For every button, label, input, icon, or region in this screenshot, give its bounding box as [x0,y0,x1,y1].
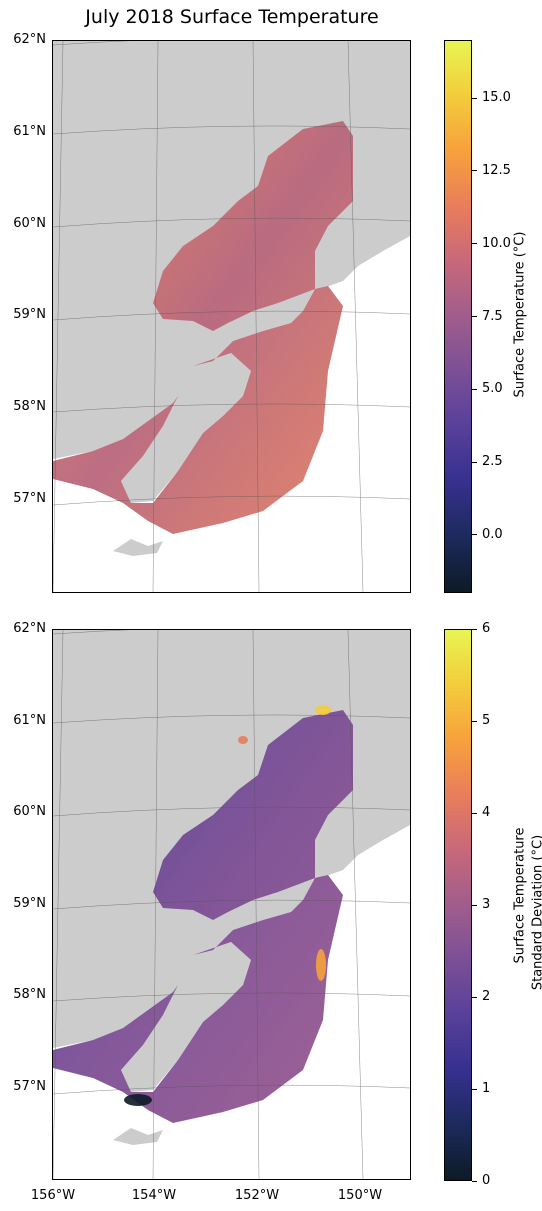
colorbar-tick: 7.5 [472,309,503,324]
colorbar-tick: 4 [472,805,490,820]
lat-label-58n-bottom: 58°N [13,987,46,1002]
temperature-colorbar [444,40,472,593]
lon-label-150w: 150°W [337,1188,383,1203]
lat-label-57n-top: 57°N [13,491,46,506]
lat-label-59n-top: 59°N [13,307,46,322]
std-deviation-map [52,629,411,1180]
lon-label-152w: 152°W [234,1188,280,1203]
colorbar-tick: 10.0 [472,236,511,251]
lat-label-62n-top: 62°N [13,32,46,47]
lat-label-60n-top: 60°N [13,216,46,231]
kodiak-island [121,942,251,1092]
graticule [53,630,410,1179]
colorbar-tick: 0.0 [472,527,503,542]
std-deviation-map-canvas [53,630,410,1179]
islands-south [113,539,163,556]
temperature-map [52,40,411,593]
std-deviation-colorbar-label-line1: Surface Temperature [512,827,528,964]
lon-label-154w: 154°W [131,1188,177,1203]
colorbar-tick: 6 [472,621,490,636]
colorbar-tick: 1 [472,1081,490,1096]
lat-label-60n-bottom: 60°N [13,804,46,819]
colorbar-tick: 5 [472,713,490,728]
std-deviation-colorbar [444,629,472,1181]
colorbar-tick: 0 [472,1173,490,1188]
kodiak-island [121,353,251,503]
lon-label-156w: 156°W [30,1188,76,1203]
lat-label-58n-top: 58°N [13,399,46,414]
temperature-field [53,121,353,534]
std-deviation-colorbar-label-line2: Standard Deviation (°C) [530,834,542,991]
colorbar-tick: 5.0 [472,381,503,396]
figure-title: July 2018 Surface Temperature [85,6,379,28]
temperature-colorbar-label: Surface Temperature (°C) [512,231,528,398]
colorbar-tick: 12.5 [472,163,511,178]
lat-label-59n-bottom: 59°N [13,896,46,911]
lat-label-57n-bottom: 57°N [13,1079,46,1094]
islands-south [113,1128,163,1145]
lat-label-61n-bottom: 61°N [13,713,46,728]
kenai-land [303,161,410,291]
high-variance-spots [124,705,331,1106]
colorbar-tick: 3 [472,897,490,912]
colorbar-tick: 2 [472,989,490,1004]
kenai-land [303,750,410,880]
std-deviation-field [53,710,353,1123]
colorbar-tick: 15.0 [472,90,511,105]
lat-label-62n-bottom: 62°N [13,621,46,636]
lat-label-61n-top: 61°N [13,124,46,139]
graticule [53,41,410,592]
temperature-map-canvas [53,41,410,592]
colorbar-tick: 2.5 [472,454,503,469]
